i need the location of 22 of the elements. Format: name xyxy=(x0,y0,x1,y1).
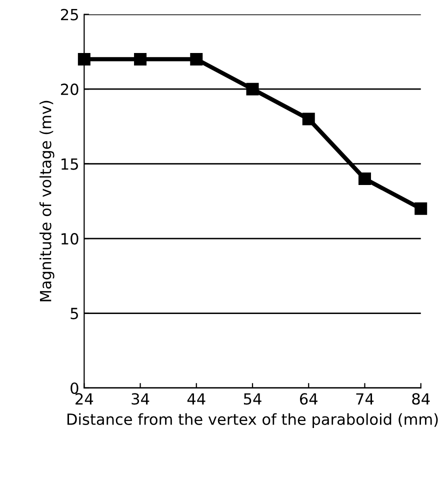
y-tick-label: 0 xyxy=(70,382,78,394)
y-tick-label: 5 xyxy=(70,308,78,320)
x-tick-label: 44 xyxy=(187,393,206,404)
x-tick-label: 34 xyxy=(132,393,150,405)
x-tick-label: 74 xyxy=(356,393,374,404)
y-tick-label: 15 xyxy=(62,158,78,170)
point xyxy=(302,112,315,126)
y-tick-label: 25 xyxy=(60,8,78,20)
point xyxy=(78,52,90,66)
y-axis-title: Magnitude of voltage (mv) xyxy=(40,100,54,302)
point xyxy=(246,82,259,96)
x-tick-label: 54 xyxy=(244,393,262,405)
point xyxy=(358,172,371,186)
y-tick-label: 10 xyxy=(62,233,78,245)
x-tick-label: 84 xyxy=(412,393,430,405)
point xyxy=(190,52,203,66)
y-tick-label: 20 xyxy=(60,84,78,96)
x-tick-label: 24 xyxy=(76,393,94,404)
point xyxy=(414,202,428,215)
x-tick-label: 64 xyxy=(300,393,318,405)
point xyxy=(134,52,147,66)
x-axis-title: Distance from the vertex of the paraboloid (mm) xyxy=(67,413,438,428)
